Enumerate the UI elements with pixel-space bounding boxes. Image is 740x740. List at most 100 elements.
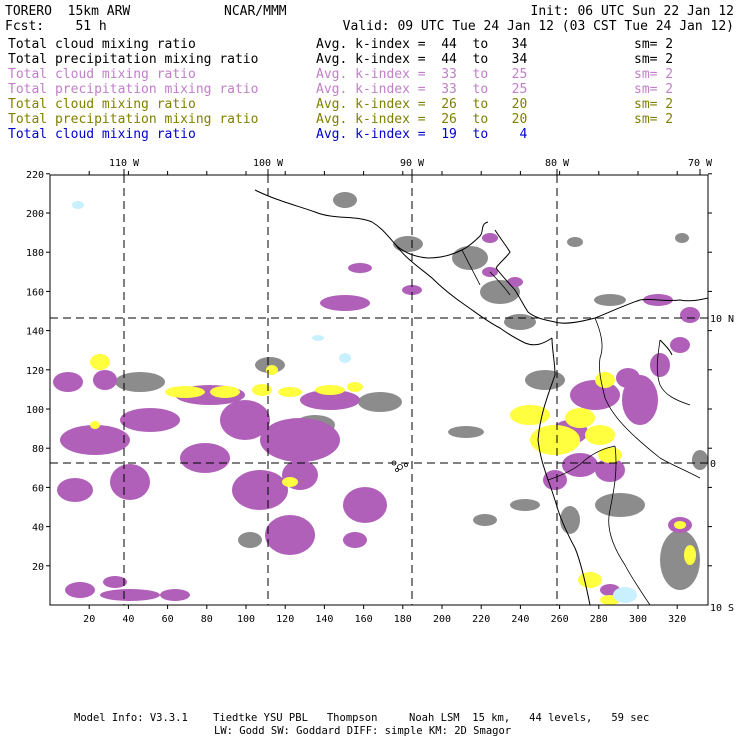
- model-info-line1: Model Info: V3.3.1 Tiedtke YSU PBL Thomp…: [74, 712, 650, 724]
- legend-field-name: Total precipitation mixing ratio: [8, 82, 259, 97]
- coastline-lake-maracaibo: [659, 339, 673, 356]
- x-tick-label: 300: [629, 614, 647, 625]
- island: [395, 468, 399, 472]
- border-ecuador: [547, 445, 616, 481]
- cloud-yellow-patch: [282, 477, 298, 487]
- cloud-purple-patch: [110, 464, 150, 500]
- lon-label: 80 W: [545, 158, 570, 169]
- y-tick-label: 120: [26, 366, 44, 377]
- legend-k-index-range: Avg. k-index = 33 to 25: [316, 67, 528, 82]
- legend-field-name: Total cloud mixing ratio: [8, 97, 196, 112]
- cloud-purple-patch: [60, 425, 130, 455]
- legend-k-index-range: Avg. k-index = 44 to 34: [316, 37, 528, 52]
- cloud-gray-patch: [333, 192, 357, 208]
- legend-k-index-range: Avg. k-index = 33 to 25: [316, 82, 528, 97]
- model-info-line2: LW: Godd SW: Goddard DIFF: simple KM: 2D…: [214, 725, 512, 737]
- x-tick-label: 180: [394, 614, 412, 625]
- cloud-yellow-patch: [90, 354, 110, 370]
- cloud-purple-patch: [616, 368, 640, 388]
- cloud-gray-patch: [525, 370, 565, 390]
- cloud-yellow-patch: [578, 572, 602, 588]
- map-plot-area: [50, 175, 708, 605]
- cloud-purple-patch: [65, 582, 95, 598]
- map-frame: [49, 174, 709, 606]
- cloud-gray-patch: [567, 237, 583, 247]
- x-tick-label: 100: [237, 614, 255, 625]
- legend-smoothing: sm= 2: [634, 37, 674, 52]
- x-tick-label: 320: [668, 614, 686, 625]
- cloud-purple-patch: [320, 295, 370, 311]
- y-tick-label: 100: [26, 405, 44, 416]
- cloud-cyan-patch: [339, 353, 351, 363]
- x-tick-label: 220: [472, 614, 490, 625]
- cloud-purple-layer: [53, 233, 700, 601]
- coastline-north-america: [254, 189, 489, 259]
- cloud-purple-patch: [507, 277, 523, 287]
- cloud-yellow-patch: [530, 425, 580, 455]
- island: [404, 463, 408, 467]
- lon-label: 110 W: [109, 158, 140, 169]
- model-title: TORERO 15km ARW: [5, 4, 131, 19]
- legend-k-index-range: Avg. k-index = 19 to 4: [316, 127, 528, 142]
- legend-field-name: Total precipitation mixing ratio: [8, 52, 259, 67]
- lon-label: 90 W: [400, 158, 425, 169]
- legend-k-index-range: Avg. k-index = 44 to 34: [316, 52, 528, 67]
- cloud-cyan-layer: [72, 201, 637, 603]
- cloud-yellow-patch: [278, 387, 302, 397]
- cloud-gray-patch: [560, 506, 580, 534]
- x-tick-label: 120: [276, 614, 294, 625]
- coastline-central-america-caribbean: [495, 267, 596, 324]
- cloud-gray-patch: [452, 246, 488, 270]
- cloud-purple-patch: [343, 532, 367, 548]
- lon-label: 70 W: [688, 158, 713, 169]
- cloud-purple-patch: [543, 470, 567, 490]
- cloud-purple-patch: [595, 458, 625, 482]
- legend-k-index-range: Avg. k-index = 26 to 20: [316, 97, 528, 112]
- y-tick-label: 220: [26, 170, 44, 181]
- legend-field-name: Total precipitation mixing ratio: [8, 112, 259, 127]
- cloud-purple-patch: [120, 408, 180, 432]
- cloud-yellow-patch: [266, 365, 278, 375]
- x-tick-label: 240: [511, 614, 529, 625]
- cloud-yellow-patch: [347, 382, 363, 392]
- cloud-yellow-patch: [595, 372, 615, 388]
- legend-smoothing: sm= 2: [634, 52, 674, 67]
- cloud-gray-patch: [675, 233, 689, 243]
- cloud-purple-patch: [160, 589, 190, 601]
- x-tick-label: 280: [590, 614, 608, 625]
- forecast-hour: Fcst: 51 h: [5, 19, 107, 34]
- init-time: Init: 06 UTC Sun 22 Jan 12: [530, 4, 735, 19]
- x-tick-label: 60: [162, 614, 174, 625]
- coastline-yucatan: [494, 229, 511, 269]
- cloud-yellow-patch: [90, 421, 100, 429]
- organization: NCAR/MMM: [224, 4, 287, 19]
- y-tick-label: 80: [32, 444, 44, 455]
- cloud-purple-patch: [53, 372, 83, 392]
- x-tick-label: 160: [355, 614, 373, 625]
- cloud-gray-patch: [480, 280, 520, 304]
- cloud-purple-patch: [482, 233, 498, 243]
- cloud-gray-patch: [115, 372, 165, 392]
- lat-label: 0: [710, 459, 716, 470]
- cloud-purple-patch: [232, 470, 288, 510]
- cloud-gray-patch: [473, 514, 497, 526]
- cloud-gray-patch: [448, 426, 484, 438]
- coastline-south-america-north: [594, 297, 708, 319]
- border-central-america: [461, 249, 481, 286]
- cloud-yellow-patch: [585, 425, 615, 445]
- legend-k-index-range: Avg. k-index = 26 to 20: [316, 112, 528, 127]
- border-peru-brazil: [608, 445, 651, 605]
- cloud-yellow-patch: [674, 521, 686, 529]
- cloud-gray-patch: [358, 392, 402, 412]
- cloud-yellow-patch: [210, 386, 240, 398]
- island: [397, 464, 403, 470]
- country-borders: [461, 249, 701, 605]
- border-honduras: [489, 271, 511, 296]
- lat-label: 10 S: [710, 603, 734, 614]
- y-tick-label: 200: [26, 209, 44, 220]
- legend-field-name: Total cloud mixing ratio: [8, 127, 196, 142]
- cloud-purple-patch: [348, 263, 372, 273]
- cloud-yellow-patch: [684, 545, 696, 565]
- x-tick-label: 20: [83, 614, 95, 625]
